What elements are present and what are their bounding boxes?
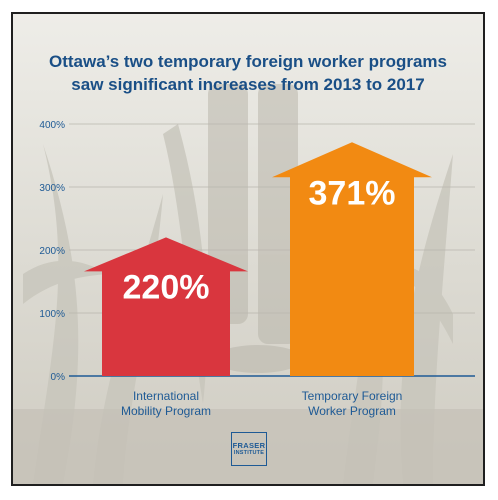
y-tick-label: 200% (39, 246, 65, 257)
category-label-international-mobility: International Mobility Program (91, 389, 241, 419)
logo-text-line-1: FRASER (232, 441, 266, 450)
bar-value-label: 220% (123, 268, 210, 306)
chart-title-line-2: saw significant increases from 2013 to 2… (71, 75, 425, 94)
category-label-line: Temporary Foreign (301, 389, 403, 403)
infographic-frame: Ottawa’s two temporary foreign worker pr… (11, 12, 485, 486)
y-tick-label: 400% (39, 120, 65, 131)
chart-title: Ottawa’s two temporary foreign worker pr… (13, 50, 483, 96)
bar-chart: 0% 100% 200% 300% 400% 220% 371% (39, 120, 475, 383)
category-label-temporary-foreign-worker: Temporary Foreign Worker Program (277, 389, 427, 419)
bar-arrow (272, 142, 432, 376)
chart-title-line-1: Ottawa’s two temporary foreign worker pr… (48, 52, 447, 71)
category-label-line: Worker Program (308, 404, 396, 418)
bar-value-label: 371% (309, 174, 396, 212)
y-tick-label: 300% (39, 183, 65, 194)
bar-arrow (84, 237, 248, 376)
category-label-line: International (132, 389, 200, 403)
y-tick-label: 0% (51, 372, 66, 383)
fraser-institute-logo: FRASER INSTITUTE (231, 432, 267, 466)
category-label-line: Mobility Program (120, 404, 212, 418)
y-tick-label: 100% (39, 309, 65, 320)
logo-text-line-2: INSTITUTE (233, 450, 265, 456)
